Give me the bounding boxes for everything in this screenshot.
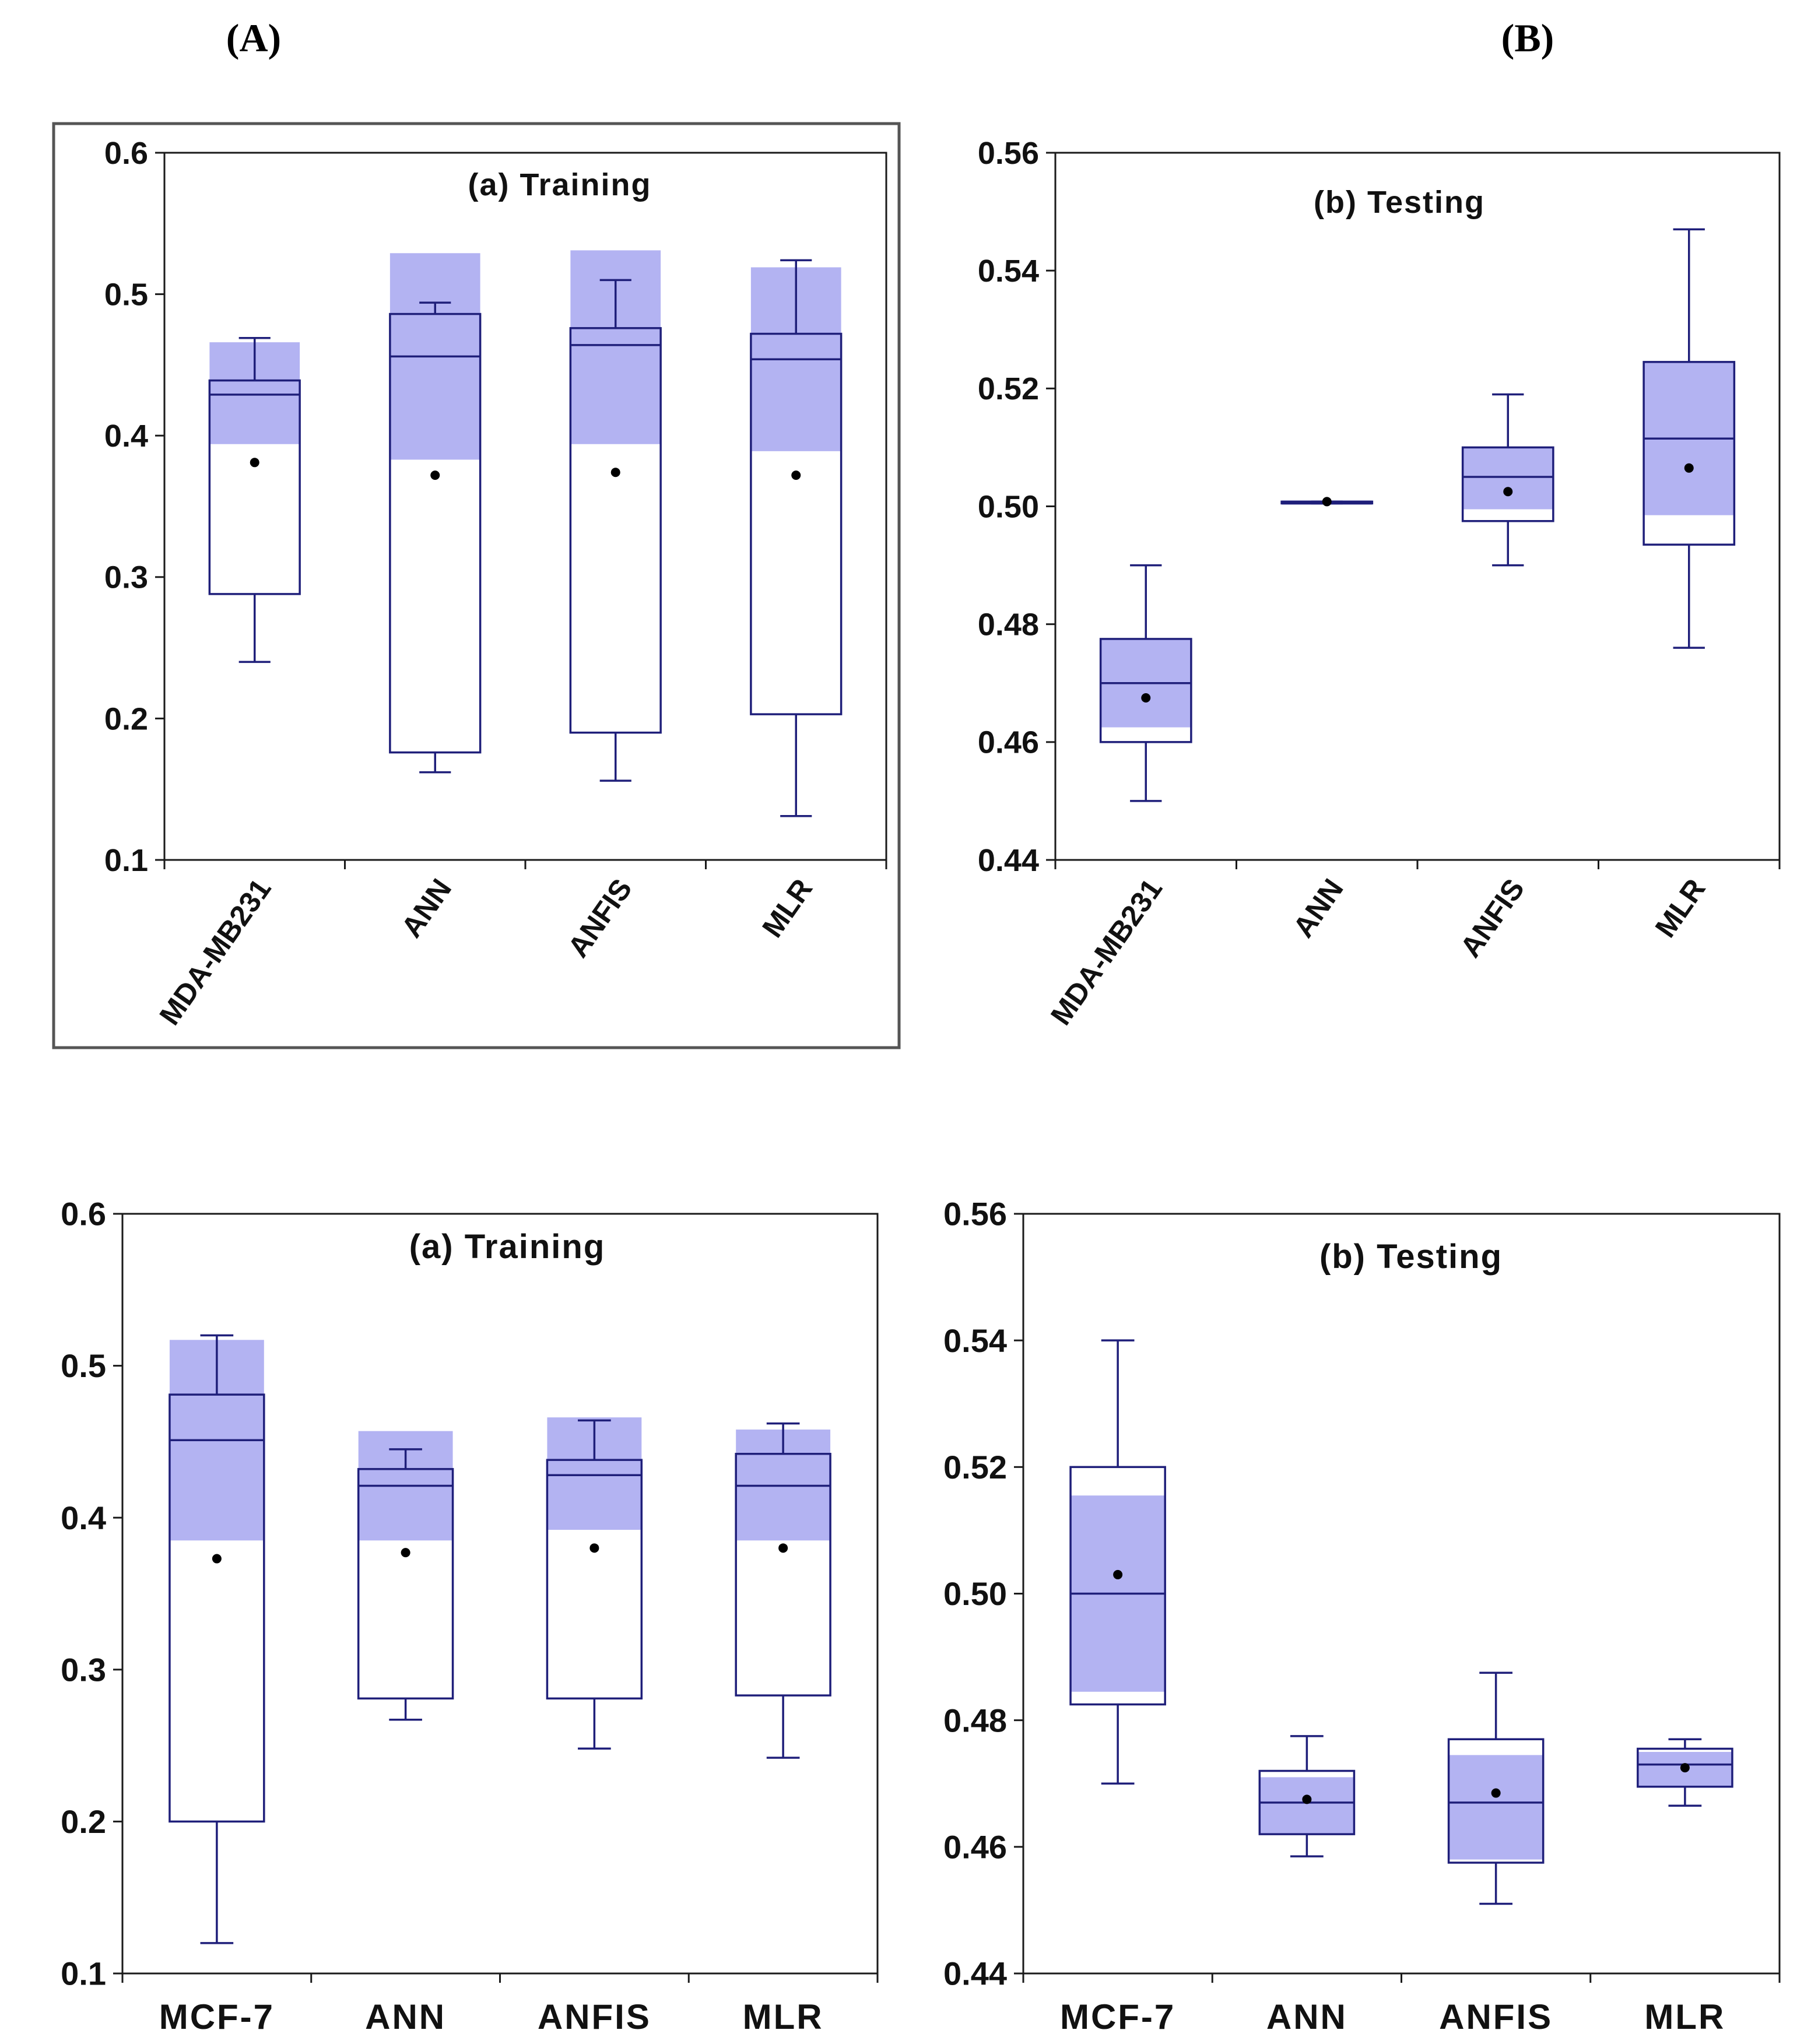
y-tick-label: 0.5	[104, 278, 148, 312]
box	[735, 1452, 831, 1697]
box	[1069, 1466, 1166, 1706]
box	[169, 1393, 265, 1823]
mean-dot	[1503, 487, 1513, 497]
category-label: ANN	[1287, 873, 1350, 943]
plot-frame	[121, 1213, 879, 1975]
chart-testing-mcf7: 0.44 0.46 0.48 0.50 0.52 0.54 0.56 (b) Testing M…	[943, 1196, 1781, 2036]
y-tick-label: 0.2	[61, 1803, 106, 1840]
category-label: MCF-7	[159, 1997, 275, 2036]
box	[569, 327, 662, 734]
y-tick-label: 0.50	[943, 1575, 1007, 1612]
y-tick-label: 0.48	[943, 1702, 1007, 1739]
y-tick-label: 0.1	[61, 1955, 106, 1992]
plot-title: (a) Training	[409, 1228, 606, 1266]
category-label: MCF-7	[1060, 1997, 1175, 2036]
mean-dot	[430, 470, 440, 480]
mean-dot	[1680, 1763, 1690, 1773]
y-tick-label: 0.48	[978, 607, 1039, 642]
category-label: MLR	[756, 873, 819, 943]
panel-label-a: (A)	[226, 16, 281, 60]
y-tick-label: 0.3	[61, 1651, 106, 1688]
y-tick-label: 0.50	[978, 489, 1039, 524]
category-label: MLR	[1644, 1997, 1725, 2036]
ci-band	[1259, 1777, 1354, 1835]
chart-training-mcf7: 0.1 0.2 0.3 0.4 0.5 0.6 (a) Training MCF-7 ANN AN…	[61, 1196, 879, 2036]
y-tick-label: 0.6	[104, 136, 148, 171]
plot-title: (b) Testing	[1319, 1238, 1503, 1276]
box	[1447, 1738, 1545, 1864]
panel-label-b: (B)	[1501, 16, 1554, 60]
category-label: ANN	[365, 1997, 446, 2036]
y-tick-label: 0.5	[61, 1347, 106, 1384]
plot-title: (a) Training	[468, 167, 651, 202]
y-tick-label: 0.54	[978, 254, 1039, 289]
y-tick-label: 0.46	[978, 725, 1039, 760]
plot-frame	[163, 152, 887, 861]
y-tick-label: 0.4	[61, 1499, 106, 1536]
category-label: ANN	[1266, 1997, 1347, 2036]
box	[1461, 446, 1554, 522]
box	[357, 1468, 454, 1700]
box	[208, 379, 301, 595]
ci-band	[1462, 447, 1553, 510]
category-label: MDA-MB231	[153, 873, 278, 1031]
box	[1642, 361, 1736, 546]
panel-frame	[52, 122, 901, 1049]
chart-testing-mda: 0.44 0.46 0.48 0.50 0.52 0.54 0.56 (b) Testing M…	[978, 136, 1781, 1031]
category-label: ANFIS	[561, 873, 638, 963]
box	[546, 1459, 643, 1700]
category-label: ANFIS	[538, 1997, 651, 2036]
y-tick-label: 0.3	[104, 560, 148, 595]
ci-band	[1448, 1755, 1543, 1860]
category-label: ANFIS	[1454, 873, 1531, 963]
mean-dot	[401, 1548, 410, 1558]
mean-dot	[1491, 1788, 1501, 1798]
y-tick-label: 0.44	[978, 843, 1039, 878]
category-label: MLR	[1649, 873, 1712, 943]
category-label: MDA-MB231	[1044, 873, 1168, 1031]
y-tick-label: 0.54	[943, 1322, 1007, 1359]
mean-dot	[1141, 693, 1151, 703]
mean-dot	[791, 470, 801, 480]
y-tick-label: 0.56	[978, 136, 1039, 171]
box	[389, 312, 482, 754]
mean-dot	[212, 1554, 222, 1564]
box	[1099, 638, 1192, 743]
y-tick-label: 0.52	[978, 371, 1039, 406]
y-tick-label: 0.52	[943, 1449, 1007, 1485]
y-tick-label: 0.2	[104, 701, 148, 736]
mean-dot	[250, 458, 259, 468]
box	[750, 332, 843, 715]
mean-dot	[778, 1543, 788, 1553]
plot-title: (b) Testing	[1314, 185, 1485, 220]
y-tick-label: 0.1	[104, 843, 148, 878]
category-label: ANN	[395, 873, 458, 943]
y-tick-label: 0.4	[104, 419, 148, 454]
y-tick-label: 0.56	[943, 1196, 1007, 1232]
mean-dot	[1113, 1569, 1123, 1579]
chart-training-mda: 0.1 0.2 0.3 0.4 0.5 0.6 (a) Training MDA-MB231 A…	[104, 136, 887, 1031]
mean-dot	[1322, 497, 1332, 507]
y-tick-label: 0.46	[943, 1828, 1007, 1865]
category-label: ANFIS	[1439, 1997, 1553, 2036]
mean-dot	[610, 468, 620, 477]
category-label: MLR	[743, 1997, 824, 2036]
mean-dot	[589, 1543, 599, 1553]
mean-dot	[1684, 463, 1694, 473]
box	[1637, 1747, 1733, 1788]
mean-dot	[1302, 1794, 1312, 1804]
y-tick-label: 0.44	[943, 1955, 1007, 1992]
y-tick-label: 0.6	[61, 1196, 106, 1232]
